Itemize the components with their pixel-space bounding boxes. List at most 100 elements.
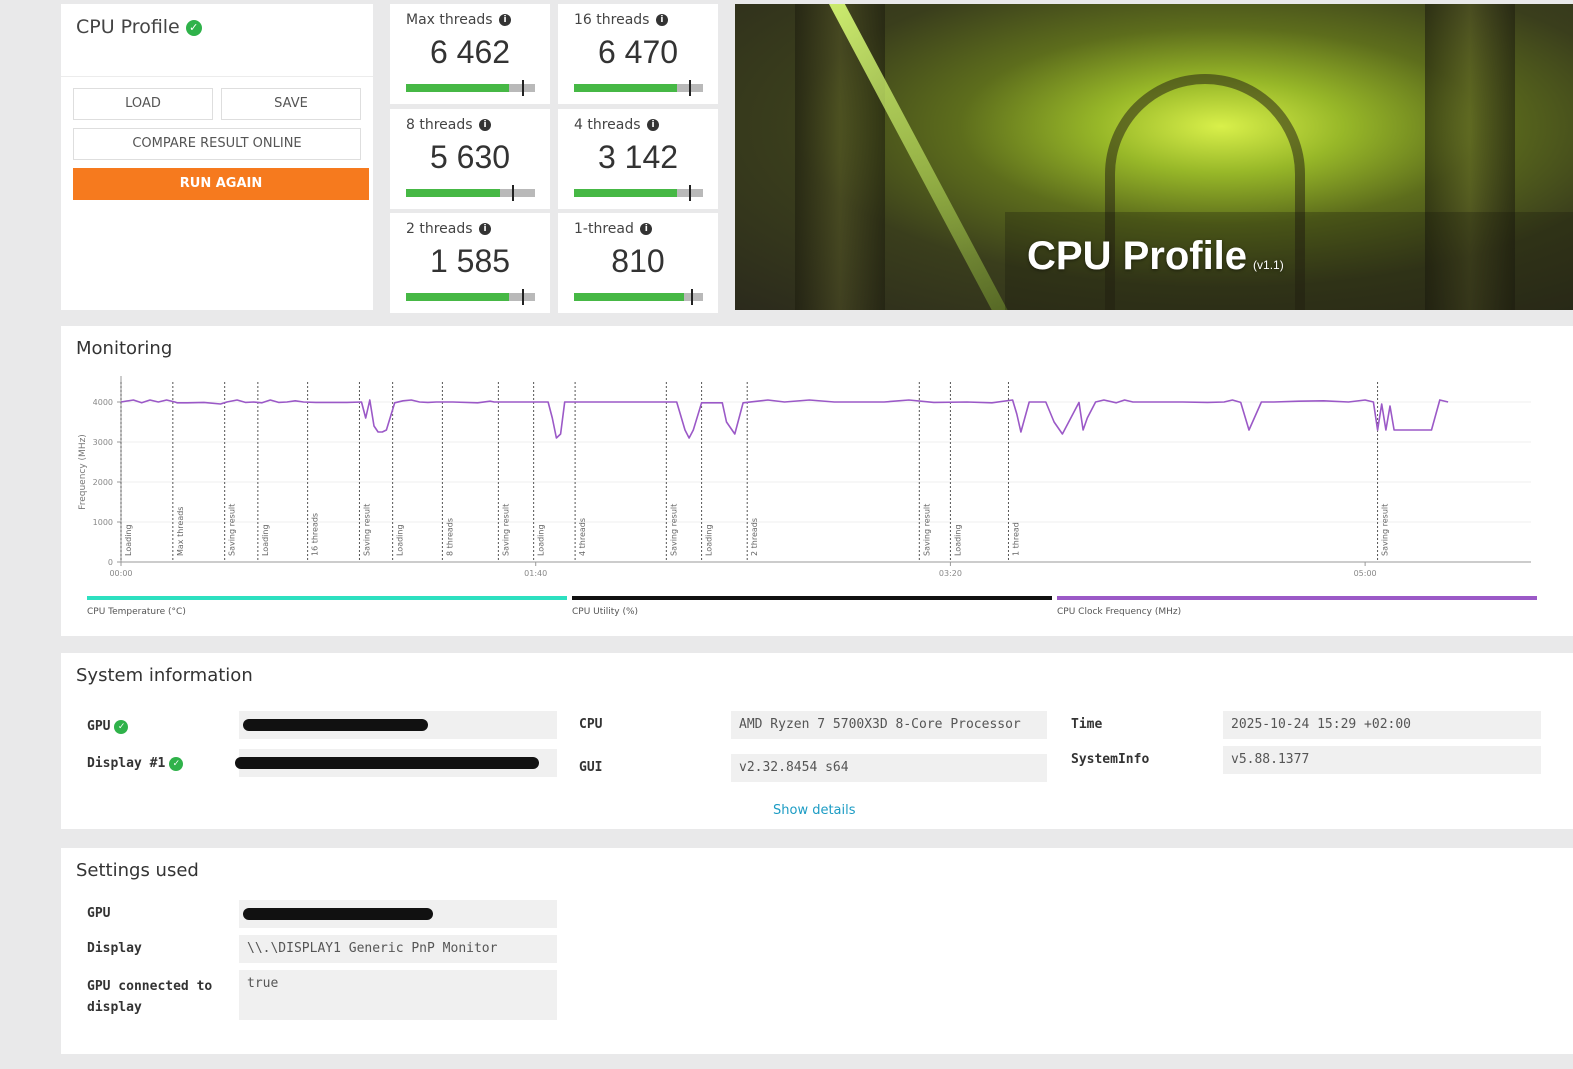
x-tick-label: 03:20	[939, 569, 962, 578]
hero-arch	[1105, 74, 1305, 310]
settings-gpu-connected-label: GPU connected to display	[87, 979, 213, 1015]
settings-gpu-connected-value: true	[239, 970, 557, 1020]
sysinfo-cpu-label: CPU	[579, 717, 603, 732]
score-value: 6 470	[597, 34, 679, 70]
score-bar	[574, 185, 703, 201]
phase-label: Loading	[261, 524, 270, 556]
hero-title-band	[1005, 212, 1573, 310]
load-button[interactable]: LOAD	[73, 88, 213, 120]
score-bar	[574, 80, 703, 96]
score-label-text: 16 threads	[574, 12, 650, 28]
info-icon[interactable]: i	[647, 119, 659, 131]
score-bar	[406, 185, 535, 201]
score-bar-fill	[406, 189, 501, 197]
score-bar-fill	[406, 293, 510, 301]
legend-swatch	[87, 596, 567, 600]
sysinfo-title: System information	[76, 665, 253, 686]
y-tick-label: 0	[108, 558, 113, 567]
phase-label: 2 threads	[750, 518, 759, 556]
score-label: 8 threads i	[406, 117, 491, 133]
score-value: 1 585	[429, 243, 511, 279]
monitoring-card: Monitoring 0 1000 2000 3000 4000 Frequency (M…	[61, 326, 1573, 636]
sysinfo-time-label: Time	[1071, 717, 1103, 732]
phase-label: Saving result	[669, 504, 678, 556]
score-bar	[574, 289, 703, 305]
phase-label: 16 threads	[311, 513, 320, 556]
legend-label: CPU Clock Frequency (MHz)	[1057, 607, 1181, 617]
phase-label: Loading	[396, 524, 405, 556]
score-value: 6 462	[429, 34, 511, 70]
score-label: 16 threads i	[574, 12, 668, 28]
phase-label: Loading	[537, 524, 546, 556]
info-icon[interactable]: i	[499, 14, 512, 26]
score-marker	[511, 185, 514, 201]
run-again-button[interactable]: RUN AGAIN	[73, 168, 369, 200]
sysinfo-display-label-text: Display #1	[87, 756, 166, 771]
score-bar-fill	[574, 189, 678, 197]
score-bar	[406, 289, 535, 305]
compare-result-online-button[interactable]: COMPARE RESULT ONLINE	[73, 128, 361, 160]
info-icon[interactable]: i	[655, 14, 668, 26]
score-value: 3 142	[597, 139, 679, 175]
settings-used-card: Settings used GPU Display \\.\DISPLAY1 G…	[61, 848, 1573, 1054]
x-tick-label: 05:00	[1354, 569, 1377, 578]
x-tick-label: 00:00	[109, 569, 132, 578]
x-tick-label: 01:40	[524, 569, 547, 578]
score-marker	[688, 80, 691, 96]
y-tick-label: 1000	[93, 518, 113, 527]
y-tick-label: 2000	[93, 478, 113, 487]
score-tile-2-threads: 2 threads i 1 585	[390, 213, 550, 313]
legend-label: CPU Temperature (°C)	[87, 607, 186, 617]
score-tile-8-threads: 8 threads i 5 630	[390, 109, 550, 209]
sysinfo-display-label: Display #1 ✓	[87, 756, 184, 771]
score-label-text: Max threads	[406, 12, 493, 28]
phase-label: Max threads	[176, 507, 185, 556]
settings-display-value: \\.\DISPLAY1 Generic PnP Monitor	[239, 935, 557, 963]
legend-swatch	[1057, 596, 1537, 600]
hero-banner: CPU Profile (v1.1)	[735, 4, 1573, 310]
info-icon[interactable]: i	[479, 223, 491, 235]
check-icon: ✓	[185, 19, 202, 36]
score-label: Max threads i	[406, 12, 512, 28]
score-label: 1-thread i	[574, 221, 653, 237]
show-details-link[interactable]: Show details	[773, 803, 856, 818]
redaction-mark	[243, 719, 428, 731]
hero-pillar-left	[795, 4, 885, 310]
score-label-text: 1-thread	[574, 221, 634, 237]
check-icon: ✓	[169, 756, 184, 771]
save-button[interactable]: SAVE	[221, 88, 361, 120]
score-bar	[406, 80, 535, 96]
phase-label: Saving result	[501, 504, 510, 556]
score-tile-1-thread: 1-thread i 810	[558, 213, 718, 313]
score-marker	[522, 289, 525, 305]
settings-gpu-label: GPU	[87, 906, 111, 921]
score-label: 2 threads i	[406, 221, 491, 237]
info-icon[interactable]: i	[479, 119, 491, 131]
score-label-text: 8 threads	[406, 117, 473, 133]
sysinfo-systeminfo-value: v5.88.1377	[1223, 746, 1541, 774]
info-icon[interactable]: i	[640, 223, 653, 235]
system-information-card: System information GPU ✓ Display #1 ✓ CPU …	[61, 653, 1573, 829]
sysinfo-gpu-label-text: GPU	[87, 719, 111, 734]
sysinfo-gui-label: GUI	[579, 760, 603, 775]
legend-swatch	[572, 596, 1052, 600]
score-marker	[691, 289, 694, 305]
monitoring-title: Monitoring	[76, 338, 173, 359]
score-bar-fill	[574, 293, 684, 301]
sysinfo-display-value	[235, 749, 557, 777]
score-tile-4-threads: 4 threads i 3 142	[558, 109, 718, 209]
phase-label: 4 threads	[578, 518, 587, 556]
sysinfo-time-value: 2025-10-24 15:29 +02:00	[1223, 711, 1541, 739]
phase-label: Saving result	[362, 504, 371, 556]
profile-title: CPU Profile ✓	[76, 16, 202, 38]
phase-label: Loading	[705, 524, 714, 556]
monitoring-chart[interactable]: 0 1000 2000 3000 4000 Frequency (MHz) 00:00 01:…	[61, 326, 1573, 626]
hero-version: (v1.1)	[1253, 258, 1284, 272]
phase-label: Saving result	[1381, 504, 1390, 556]
phase-label: Loading	[124, 524, 133, 556]
score-tile-max-threads: Max threads i 6 462	[390, 4, 550, 104]
y-tick-label: 4000	[93, 398, 113, 407]
phase-label: Saving result	[228, 504, 237, 556]
sysinfo-systeminfo-label: SystemInfo	[1071, 752, 1150, 767]
settings-gpu-value	[239, 900, 557, 928]
